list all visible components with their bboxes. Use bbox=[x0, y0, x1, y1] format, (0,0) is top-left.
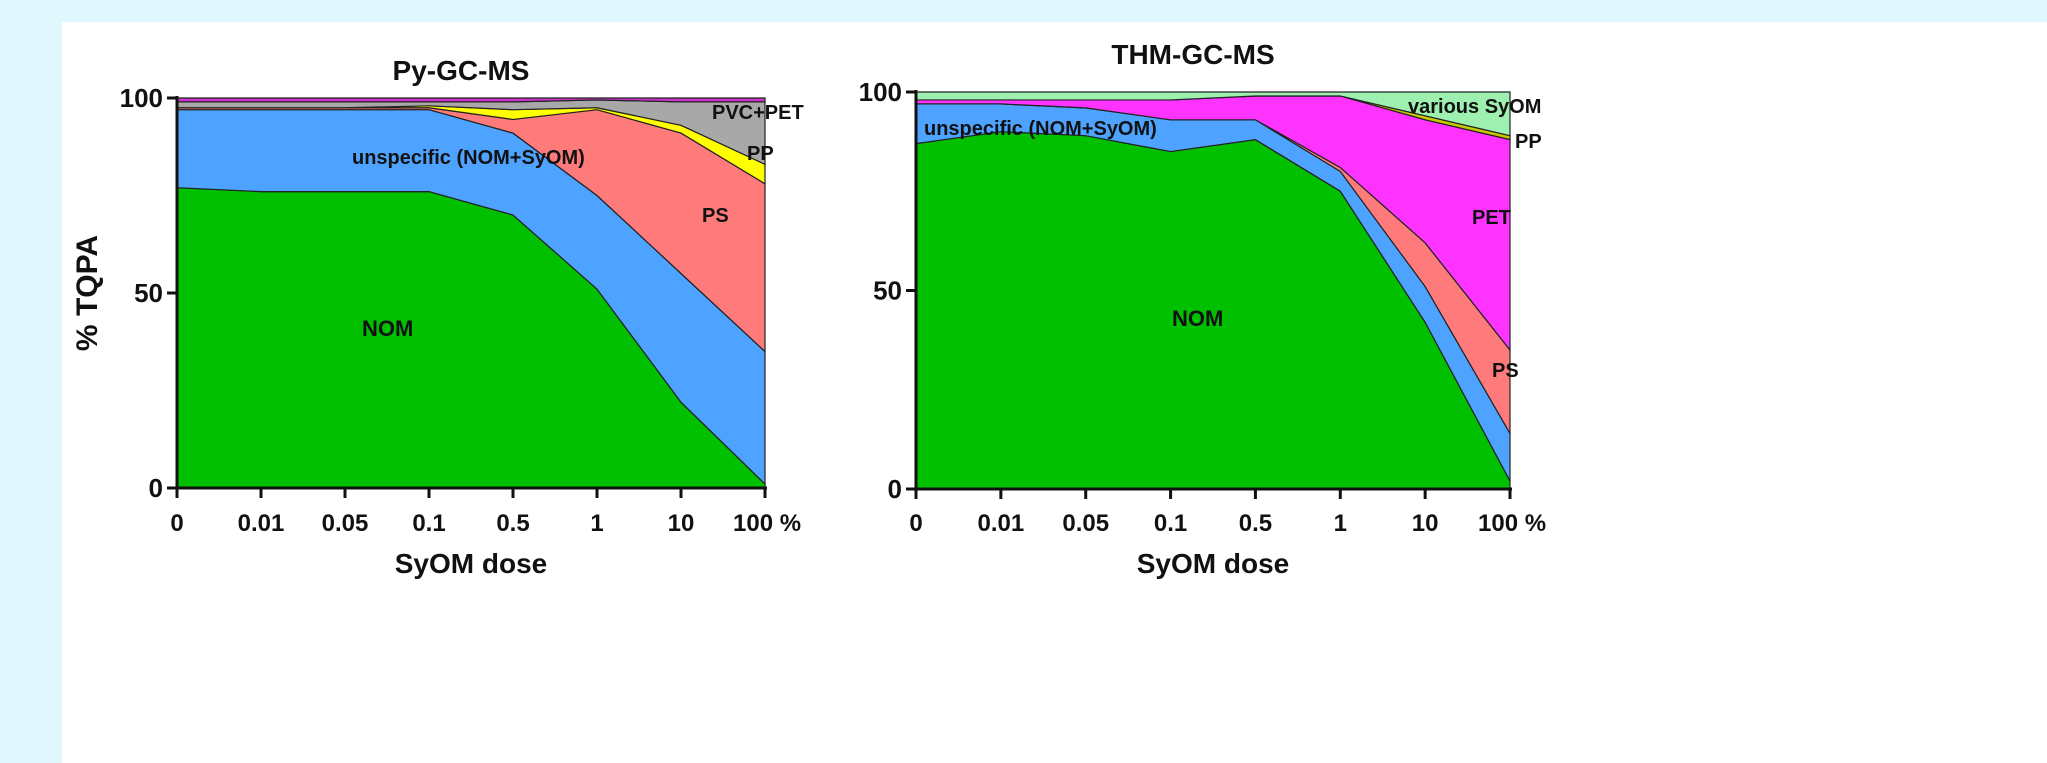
chart-title: Py-GC-MS bbox=[393, 55, 530, 86]
x-tick-label: 0.01 bbox=[238, 510, 285, 537]
x-tick-label: 0.1 bbox=[1154, 510, 1187, 537]
y-tick-label: 0 bbox=[888, 474, 902, 504]
x-tick-label: 1 bbox=[1334, 510, 1347, 537]
x-tick-label: 0.05 bbox=[322, 510, 369, 537]
y-tick-label: 0 bbox=[149, 473, 163, 503]
x-tick-label: 1 bbox=[590, 510, 603, 537]
series-label-ps: PS bbox=[702, 205, 729, 227]
series-label-pvc-pet: PVC+PET bbox=[712, 102, 804, 124]
series-label-pp: PP bbox=[747, 143, 774, 165]
series-label-pp: PP bbox=[1515, 131, 1542, 153]
y-tick-label: 50 bbox=[134, 278, 163, 308]
series-label-nom: NOM bbox=[362, 316, 413, 341]
chart-py-gc-ms: 0 50 100 0 0.01 0.05 0.1 0.5 1 10 100 % Py-GC-MS SyO… bbox=[71, 55, 804, 579]
x-tick-label: 0.05 bbox=[1062, 510, 1109, 537]
x-tick-label: 100 % bbox=[733, 510, 801, 537]
x-tick-label: 0 bbox=[909, 510, 922, 537]
y-tick-label: 50 bbox=[873, 276, 902, 306]
series-label-nom: NOM bbox=[1172, 306, 1223, 331]
series-label-pet: PET bbox=[1472, 207, 1511, 229]
x-tick-label: 0.5 bbox=[496, 510, 529, 537]
x-tick-label: 0.1 bbox=[412, 510, 445, 537]
y-axis-label: % TQPA bbox=[71, 235, 104, 351]
x-axis-label: SyOM dose bbox=[395, 548, 547, 579]
figure-panel: 0 50 100 0 0.01 0.05 0.1 0.5 1 10 100 % Py-GC-MS SyO… bbox=[62, 22, 2047, 763]
x-tick-label: 0.5 bbox=[1239, 510, 1272, 537]
x-tick-label: 10 bbox=[1412, 510, 1439, 537]
chart-thm-gc-ms: 0 50 100 0 0.01 0.05 0.1 0.5 1 10 100 % THM-GC-MS Sy… bbox=[859, 39, 1546, 579]
x-tick-label: 0 bbox=[170, 510, 183, 537]
x-tick-label: 0.01 bbox=[977, 510, 1024, 537]
series-label-unspecific-nom-syom: unspecific (NOM+SyOM) bbox=[924, 118, 1157, 140]
x-tick-label: 100 % bbox=[1478, 510, 1546, 537]
area-series-5 bbox=[176, 97, 766, 103]
series-label-unspecific-nom-syom: unspecific (NOM+SyOM) bbox=[352, 147, 585, 169]
series-label-ps: PS bbox=[1492, 360, 1519, 382]
y-tick-label: 100 bbox=[120, 83, 163, 113]
x-axis-label: SyOM dose bbox=[1137, 548, 1289, 579]
area-various-syom bbox=[915, 91, 1511, 137]
x-tick-label: 10 bbox=[668, 510, 695, 537]
chart-title: THM-GC-MS bbox=[1111, 39, 1274, 70]
series-label-various-syom: various SyOM bbox=[1408, 96, 1541, 118]
y-tick-label: 100 bbox=[859, 77, 902, 107]
